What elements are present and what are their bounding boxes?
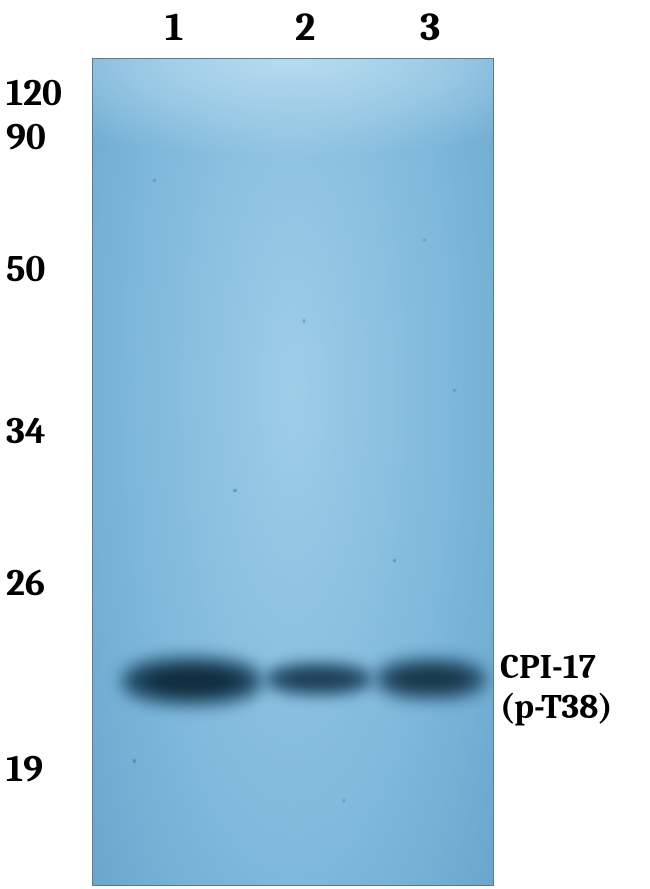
western-blot-figure: 1 2 3 120 90 50 34 26 19 CPI-17 (p-T38)	[0, 0, 650, 889]
band-lane-1	[121, 655, 263, 707]
mw-marker-34: 34	[6, 410, 46, 453]
lane-label-2: 2	[295, 4, 315, 50]
lane-label-1: 1	[165, 4, 183, 50]
noise-speck	[133, 759, 136, 763]
mw-marker-26: 26	[6, 562, 45, 605]
mw-marker-120: 120	[6, 72, 62, 115]
mw-marker-19: 19	[6, 748, 43, 791]
blot-membrane	[92, 58, 494, 886]
lane-label-3: 3	[420, 4, 440, 50]
mw-marker-90: 90	[6, 116, 46, 159]
noise-speck	[453, 389, 456, 392]
noise-speck	[343, 799, 345, 802]
noise-speck	[393, 559, 396, 562]
noise-speck	[303, 319, 305, 323]
band-lane-2	[265, 661, 373, 697]
mw-marker-50: 50	[6, 248, 45, 291]
noise-speck	[153, 179, 156, 182]
protein-label-line2: (p-T38)	[500, 687, 613, 727]
blot-background	[93, 59, 493, 885]
noise-speck	[423, 239, 426, 241]
protein-label-line1: CPI-17	[500, 647, 596, 687]
band-lane-3	[375, 657, 487, 701]
noise-speck	[233, 489, 237, 492]
protein-label: CPI-17 (p-T38)	[500, 648, 613, 728]
